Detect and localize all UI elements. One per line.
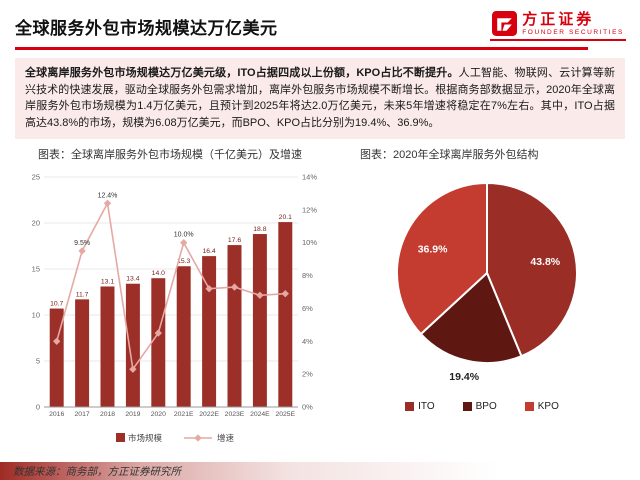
kpo-legend-swatch: [524, 401, 534, 411]
logo-subtitle: FOUNDER SECURITIES: [522, 28, 624, 36]
legend-item-ito: ITO: [405, 400, 435, 412]
svg-text:10.0%: 10.0%: [174, 232, 194, 239]
svg-text:2018: 2018: [100, 411, 115, 418]
header: 全球服务外包市场规模达万亿美元 方正证券 FOUNDER SECURITIES: [0, 0, 640, 41]
svg-text:2023E: 2023E: [225, 411, 245, 418]
structure-chart-panel: 图表：2020年全球离岸服务外包结构 43.8% 19.4% 36.9% ITO B…: [332, 142, 632, 449]
svg-text:14%: 14%: [302, 172, 317, 181]
svg-text:12.4%: 12.4%: [98, 192, 118, 199]
charts-row: 图表：全球离岸服务外包市场规模（千亿美元）及增速 0 5 10 15 20 25 0% 2% 4…: [10, 142, 632, 449]
svg-text:10: 10: [32, 310, 40, 319]
svg-text:2016: 2016: [49, 411, 64, 418]
svg-text:19.4%: 19.4%: [449, 371, 479, 383]
svg-text:20.1: 20.1: [279, 214, 292, 221]
svg-text:市场规模: 市场规模: [128, 433, 163, 443]
svg-text:13.1: 13.1: [101, 278, 114, 285]
bpo-legend-swatch: [462, 401, 472, 411]
logo-name: 方正证券: [522, 10, 595, 28]
footer-band: 数据来源：商务部，方正证券研究所: [0, 462, 640, 480]
svg-text:17.6: 17.6: [228, 237, 241, 244]
svg-text:2017: 2017: [75, 411, 90, 418]
svg-text:0%: 0%: [302, 402, 313, 411]
svg-text:25: 25: [32, 172, 40, 181]
svg-text:15: 15: [32, 264, 40, 273]
svg-text:6%: 6%: [302, 304, 313, 313]
structure-pie-chart: 43.8% 19.4% 36.9%: [396, 181, 578, 383]
legend-label-ito: ITO: [418, 400, 435, 412]
svg-text:增速: 增速: [217, 433, 235, 443]
svg-text:15.3: 15.3: [177, 258, 190, 265]
svg-text:5: 5: [36, 356, 40, 365]
svg-text:2%: 2%: [302, 370, 313, 379]
summary-box: 全球离岸服务外包市场规模达万亿美元级，ITO占据四成以上份额，KPO占比不断提升…: [15, 58, 625, 139]
svg-text:2021E: 2021E: [174, 411, 194, 418]
svg-text:36.9%: 36.9%: [418, 244, 448, 256]
left-chart-title: 图表：全球离岸服务外包市场规模（千亿美元）及增速: [38, 148, 302, 161]
legend-item-bpo: BPO: [462, 400, 497, 412]
svg-text:8%: 8%: [302, 271, 313, 280]
logo-text: 方正证券 FOUNDER SECURITIES: [522, 12, 624, 36]
summary-body: 人工智能、物联网、云计算等新兴技术的快速发展，驱动全球服务外包需求增加，离岸外包…: [25, 67, 616, 130]
svg-text:16.4: 16.4: [202, 248, 215, 255]
data-source: 数据来源：商务部，方正证券研究所: [13, 465, 181, 478]
svg-text:2022E: 2022E: [199, 411, 219, 418]
svg-text:2025E: 2025E: [275, 411, 295, 418]
svg-text:11.7: 11.7: [76, 291, 89, 298]
svg-text:2020: 2020: [151, 411, 166, 418]
ito-legend-swatch: [405, 401, 415, 411]
market-size-chart-panel: 图表：全球离岸服务外包市场规模（千亿美元）及增速 0 5 10 15 20 25 0% 2% 4…: [10, 142, 332, 449]
svg-text:18.8: 18.8: [253, 226, 266, 233]
founder-securities-logo: 方正证券 FOUNDER SECURITIES: [490, 11, 626, 41]
svg-text:9.5%: 9.5%: [74, 240, 90, 247]
svg-text:12%: 12%: [302, 205, 317, 214]
svg-text:13.4: 13.4: [126, 276, 139, 283]
legend-label-bpo: BPO: [475, 400, 497, 412]
svg-text:10%: 10%: [302, 238, 317, 247]
svg-text:14.0: 14.0: [152, 270, 165, 277]
title-underline: [15, 47, 588, 50]
legend-item-kpo: KPO: [524, 400, 559, 412]
market-size-chart: 0 5 10 15 20 25 0% 2% 4% 6% 8% 10% 12% 14% 10.7 2016 11.…: [32, 172, 318, 443]
svg-text:20: 20: [32, 218, 40, 227]
svg-text:2019: 2019: [125, 411, 140, 418]
founder-logo-icon: [492, 11, 518, 36]
pie-legend: ITO BPO KPO: [405, 401, 559, 412]
svg-text:43.8%: 43.8%: [530, 256, 560, 268]
svg-text:4%: 4%: [302, 337, 313, 346]
svg-text:0: 0: [36, 402, 40, 411]
summary-lead: 全球离岸服务外包市场规模达万亿美元级，ITO占据四成以上份额，KPO占比不断提升…: [25, 67, 459, 79]
legend-label-kpo: KPO: [537, 400, 559, 412]
svg-text:10.7: 10.7: [50, 300, 63, 307]
svg-text:2024E: 2024E: [250, 411, 270, 418]
page-title: 全球服务外包市场规模达万亿美元: [15, 19, 278, 38]
right-chart-title: 图表：2020年全球离岸服务外包结构: [360, 148, 539, 161]
